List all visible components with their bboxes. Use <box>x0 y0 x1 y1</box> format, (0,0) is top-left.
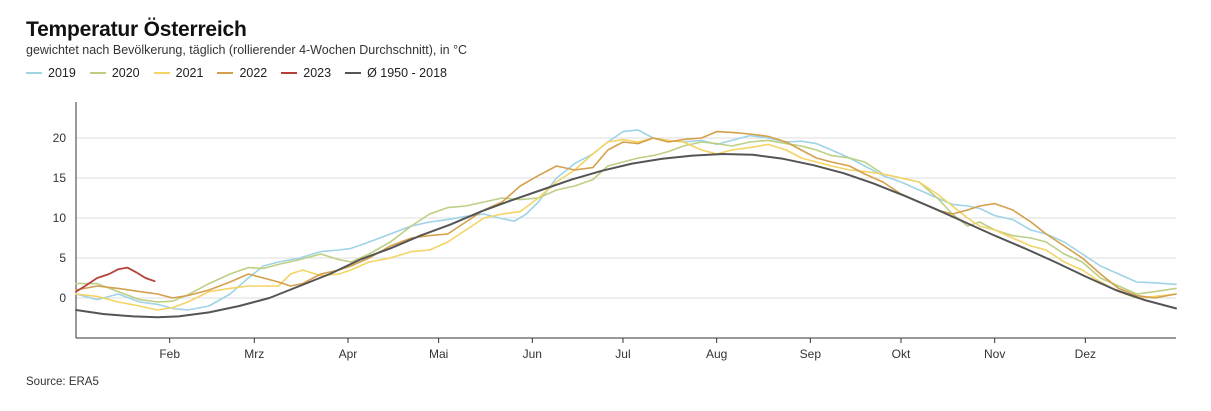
legend-label: Ø 1950 - 2018 <box>367 66 447 80</box>
series-line <box>75 153 1177 319</box>
series-line <box>75 130 1177 299</box>
x-tick-label: Sep <box>800 347 822 361</box>
y-tick-label: 0 <box>59 291 66 305</box>
y-tick-label: 15 <box>53 171 67 185</box>
x-tick-label: Mai <box>429 347 448 361</box>
x-tick-label: Feb <box>159 347 180 361</box>
chart-source: Source: ERA5 <box>26 376 99 388</box>
series-line <box>75 137 1177 311</box>
legend-swatch <box>345 72 362 74</box>
legend-item: 2022 <box>217 66 267 80</box>
legend-label: 2020 <box>111 66 140 80</box>
chart-legend: 2019 2020 2021 2022 2023 Ø 1950 - 2018 <box>26 66 461 80</box>
x-tick-label: Dez <box>1075 347 1096 361</box>
legend-item: 2020 <box>89 66 140 80</box>
y-tick-label: 20 <box>53 131 67 145</box>
x-tick-label: Mrz <box>244 347 264 361</box>
series-line <box>75 139 1177 303</box>
chart-title: Temperatur Österreich <box>26 18 247 41</box>
x-tick-label: Apr <box>339 347 358 361</box>
legend-swatch <box>153 72 170 74</box>
legend-item: Ø 1950 - 2018 <box>345 66 447 80</box>
legend-swatch <box>89 72 106 74</box>
legend-swatch <box>26 72 42 74</box>
legend-label: 2021 <box>175 66 204 80</box>
x-tick-label: Jun <box>523 347 542 361</box>
y-tick-label: 5 <box>59 251 66 265</box>
y-tick-label: 10 <box>53 211 67 225</box>
legend-item: 2023 <box>281 66 331 80</box>
x-tick-label: Jul <box>615 347 630 361</box>
x-tick-label: Nov <box>984 347 1005 361</box>
legend-item: 2019 <box>26 66 76 80</box>
series-line <box>75 129 1177 311</box>
legend-item: 2021 <box>153 66 204 80</box>
series-line <box>75 266 156 293</box>
legend-swatch <box>217 72 234 74</box>
legend-label: 2022 <box>239 66 268 80</box>
legend-swatch <box>281 72 298 74</box>
x-tick-label: Aug <box>706 347 727 361</box>
x-tick-label: Okt <box>892 347 911 361</box>
chart-subtitle: gewichtet nach Bevölkerung, täglich (rol… <box>26 43 468 57</box>
legend-label: 2019 <box>48 66 76 80</box>
legend-label: 2023 <box>303 66 332 80</box>
